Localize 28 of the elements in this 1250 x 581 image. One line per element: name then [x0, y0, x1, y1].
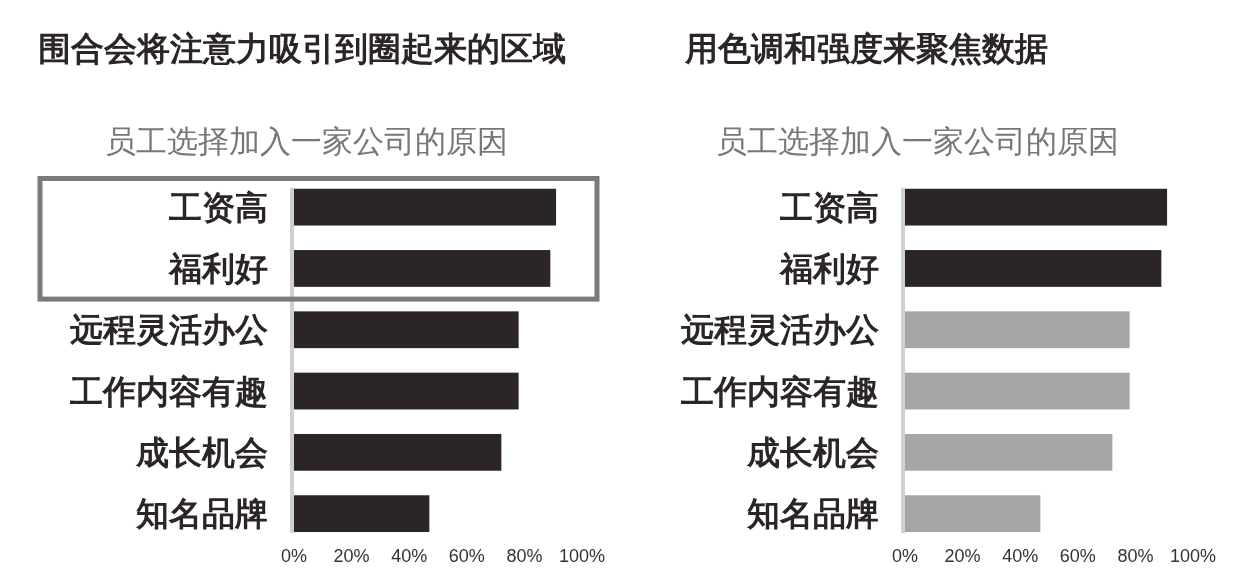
- x-tick-label: 80%: [1117, 546, 1154, 566]
- y-tick-label: 工资高: [779, 188, 879, 226]
- chart-title: 用色调和强度来聚焦数据: [684, 30, 1048, 67]
- y-tick-label: 工作内容有趣: [69, 372, 268, 410]
- x-tick-label: 40%: [391, 546, 428, 566]
- y-tick-label: 远程灵活办公: [681, 311, 880, 349]
- x-tick-label: 60%: [1059, 546, 1096, 566]
- y-tick-label: 知名品牌: [746, 495, 879, 533]
- x-tick-label: 100%: [1169, 546, 1217, 566]
- x-tick-label: 20%: [944, 546, 981, 566]
- x-tick-label: 80%: [506, 546, 543, 566]
- x-tick-label: 100%: [558, 546, 606, 566]
- x-tick-label: 60%: [448, 546, 485, 566]
- y-tick-label: 远程灵活办公: [70, 311, 269, 349]
- chart-title: 围合会将注意力吸引到圈起来的区域: [38, 30, 566, 67]
- x-tick-label: 0%: [280, 546, 308, 566]
- y-tick-label: 知名品牌: [135, 495, 268, 533]
- x-tick-label: 0%: [891, 546, 919, 566]
- y-tick-label: 工资高: [168, 188, 268, 226]
- y-tick-label: 成长机会: [746, 433, 879, 471]
- chart-subtitle: 员工选择加入一家公司的原因: [104, 124, 508, 159]
- x-tick-label: 40%: [1002, 546, 1039, 566]
- chart-subtitle: 员工选择加入一家公司的原因: [715, 124, 1119, 159]
- x-tick-label: 20%: [333, 546, 370, 566]
- y-tick-label: 成长机会: [135, 433, 268, 471]
- y-tick-label: 工作内容有趣: [680, 372, 879, 410]
- y-tick-label: 福利好: [778, 249, 879, 287]
- y-tick-label: 福利好: [167, 249, 268, 287]
